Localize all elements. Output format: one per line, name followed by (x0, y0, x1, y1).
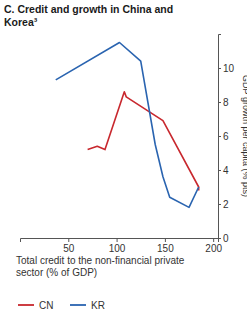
y-tick-label: 8 (223, 97, 229, 108)
y-tick: 0 (218, 233, 229, 244)
x-axis-line (21, 239, 219, 243)
y-tick: 4 (218, 165, 229, 176)
legend-swatch (70, 304, 86, 306)
chart: C. Credit and growth in China andKorea³ 5… (0, 0, 247, 327)
y-axis-line (219, 35, 222, 239)
x-tick-label: 50 (63, 243, 75, 254)
x-tick: 50 (63, 238, 75, 254)
y-tick-label: 2 (223, 199, 229, 210)
legend-label: KR (91, 300, 105, 311)
x-axis: 50 100 150 200 (21, 238, 223, 254)
y-tick-label: 6 (223, 131, 229, 142)
x-tick-mark (68, 238, 69, 242)
y-tick: 10 (218, 63, 235, 74)
x-axis-title: Total credit to the non-financial privat… (16, 255, 185, 278)
x-tick: 100 (109, 238, 126, 254)
legend-swatch (18, 304, 34, 306)
series-line (56, 43, 199, 208)
x-tick-label: 150 (157, 243, 174, 254)
x-tick-label: 100 (109, 243, 126, 254)
x-tick-mark (117, 238, 118, 242)
y-tick: 8 (218, 97, 229, 108)
x-tick-mark (165, 238, 166, 242)
y-tick-label: 10 (223, 63, 235, 74)
y-tick: 6 (218, 131, 229, 142)
y-tick-mark (218, 68, 221, 69)
plot-area (56, 43, 199, 208)
x-tick: 150 (157, 238, 174, 254)
y-tick-mark (218, 238, 221, 239)
y-tick-mark (218, 102, 221, 103)
legend-label: CN (39, 300, 53, 311)
x-tick-mark (213, 238, 214, 242)
x-tick: 200 (205, 238, 222, 254)
y-axis-title: GDP growth per capita (% pts) (241, 75, 247, 197)
y-tick-label: 0 (223, 233, 229, 244)
legend: CN KR (18, 300, 105, 311)
y-tick: 2 (218, 199, 229, 210)
y-tick-mark (218, 204, 221, 205)
y-tick-mark (218, 170, 221, 171)
y-axis: 0 2 4 6 8 10 (218, 35, 235, 244)
x-tick-label: 200 (205, 243, 222, 254)
title: C. Credit and growth in China andKorea³ (4, 3, 173, 28)
y-tick-mark (218, 136, 221, 137)
series-line (88, 92, 199, 191)
y-tick-label: 4 (223, 165, 229, 176)
